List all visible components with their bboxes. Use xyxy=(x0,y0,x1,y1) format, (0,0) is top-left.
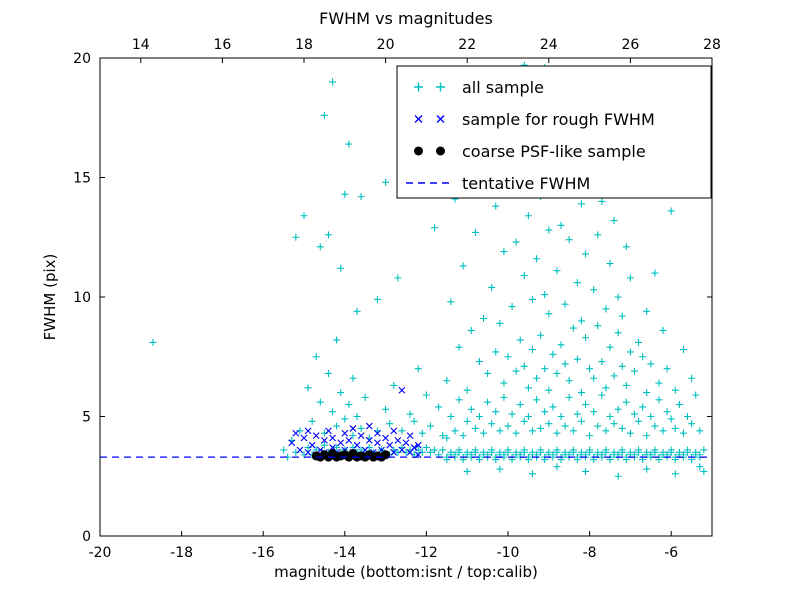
y-tick-label: 10 xyxy=(73,290,91,306)
legend-box xyxy=(396,65,712,199)
series-all-sample xyxy=(149,61,708,480)
legend: all sample sample for rough FWHM coarse … xyxy=(396,65,712,199)
circle-marker-icon xyxy=(436,146,445,156)
y-tick-label: 5 xyxy=(82,410,91,426)
data-point xyxy=(381,450,391,460)
legend-item-all-sample: all sample xyxy=(414,78,544,97)
legend-item-rough-fwhm: sample for rough FWHM xyxy=(414,110,655,129)
legend-label: all sample xyxy=(462,78,544,97)
plus-marker-icon xyxy=(414,82,445,92)
x-marker-icon xyxy=(414,115,445,123)
x-axis-label: magnitude (bottom:isnt / top:calib) xyxy=(274,563,538,581)
top-x-tick-label: 26 xyxy=(621,37,639,53)
x-tick-label: -18 xyxy=(170,545,193,561)
x-tick-label: -6 xyxy=(664,545,678,561)
x-tick-label: -14 xyxy=(333,545,356,561)
top-x-tick-label: 24 xyxy=(540,37,558,53)
top-x-tick-label: 20 xyxy=(377,37,395,53)
y-tick-label: 15 xyxy=(73,171,91,187)
legend-item-coarse-psf: coarse PSF-like sample xyxy=(414,142,646,161)
legend-label: tentative FWHM xyxy=(462,174,590,193)
legend-label: sample for rough FWHM xyxy=(462,110,655,129)
y-tick-label: 0 xyxy=(82,529,91,545)
axes-frame xyxy=(99,57,713,537)
top-x-tick-label: 18 xyxy=(295,37,313,53)
x-tick-label: -16 xyxy=(252,545,275,561)
top-x-tick-label: 28 xyxy=(703,37,721,53)
x-tick-label: -12 xyxy=(415,545,438,561)
circle-marker-icon xyxy=(414,146,423,156)
legend-label: coarse PSF-like sample xyxy=(462,142,646,161)
y-tick-label: 20 xyxy=(73,51,91,67)
x-tick-label: -10 xyxy=(497,545,520,561)
data-points-path xyxy=(149,61,708,480)
top-x-tick-label: 16 xyxy=(213,37,231,53)
chart-title: FWHM vs magnitudes xyxy=(319,9,493,28)
x-tick-label: -8 xyxy=(583,545,597,561)
plot-content: -20 -18 -16 -14 -12 -10 -8 -6 14 16 18 20 22 24 26 28 0 5… xyxy=(73,37,721,561)
legend-item-tentative-fwhm: tentative FWHM xyxy=(406,174,590,193)
x-tick-label: -20 xyxy=(89,545,112,561)
top-x-tick-label: 14 xyxy=(132,37,150,53)
y-axis-label: FWHM (pix) xyxy=(41,254,59,341)
top-x-tick-label: 22 xyxy=(458,37,476,53)
